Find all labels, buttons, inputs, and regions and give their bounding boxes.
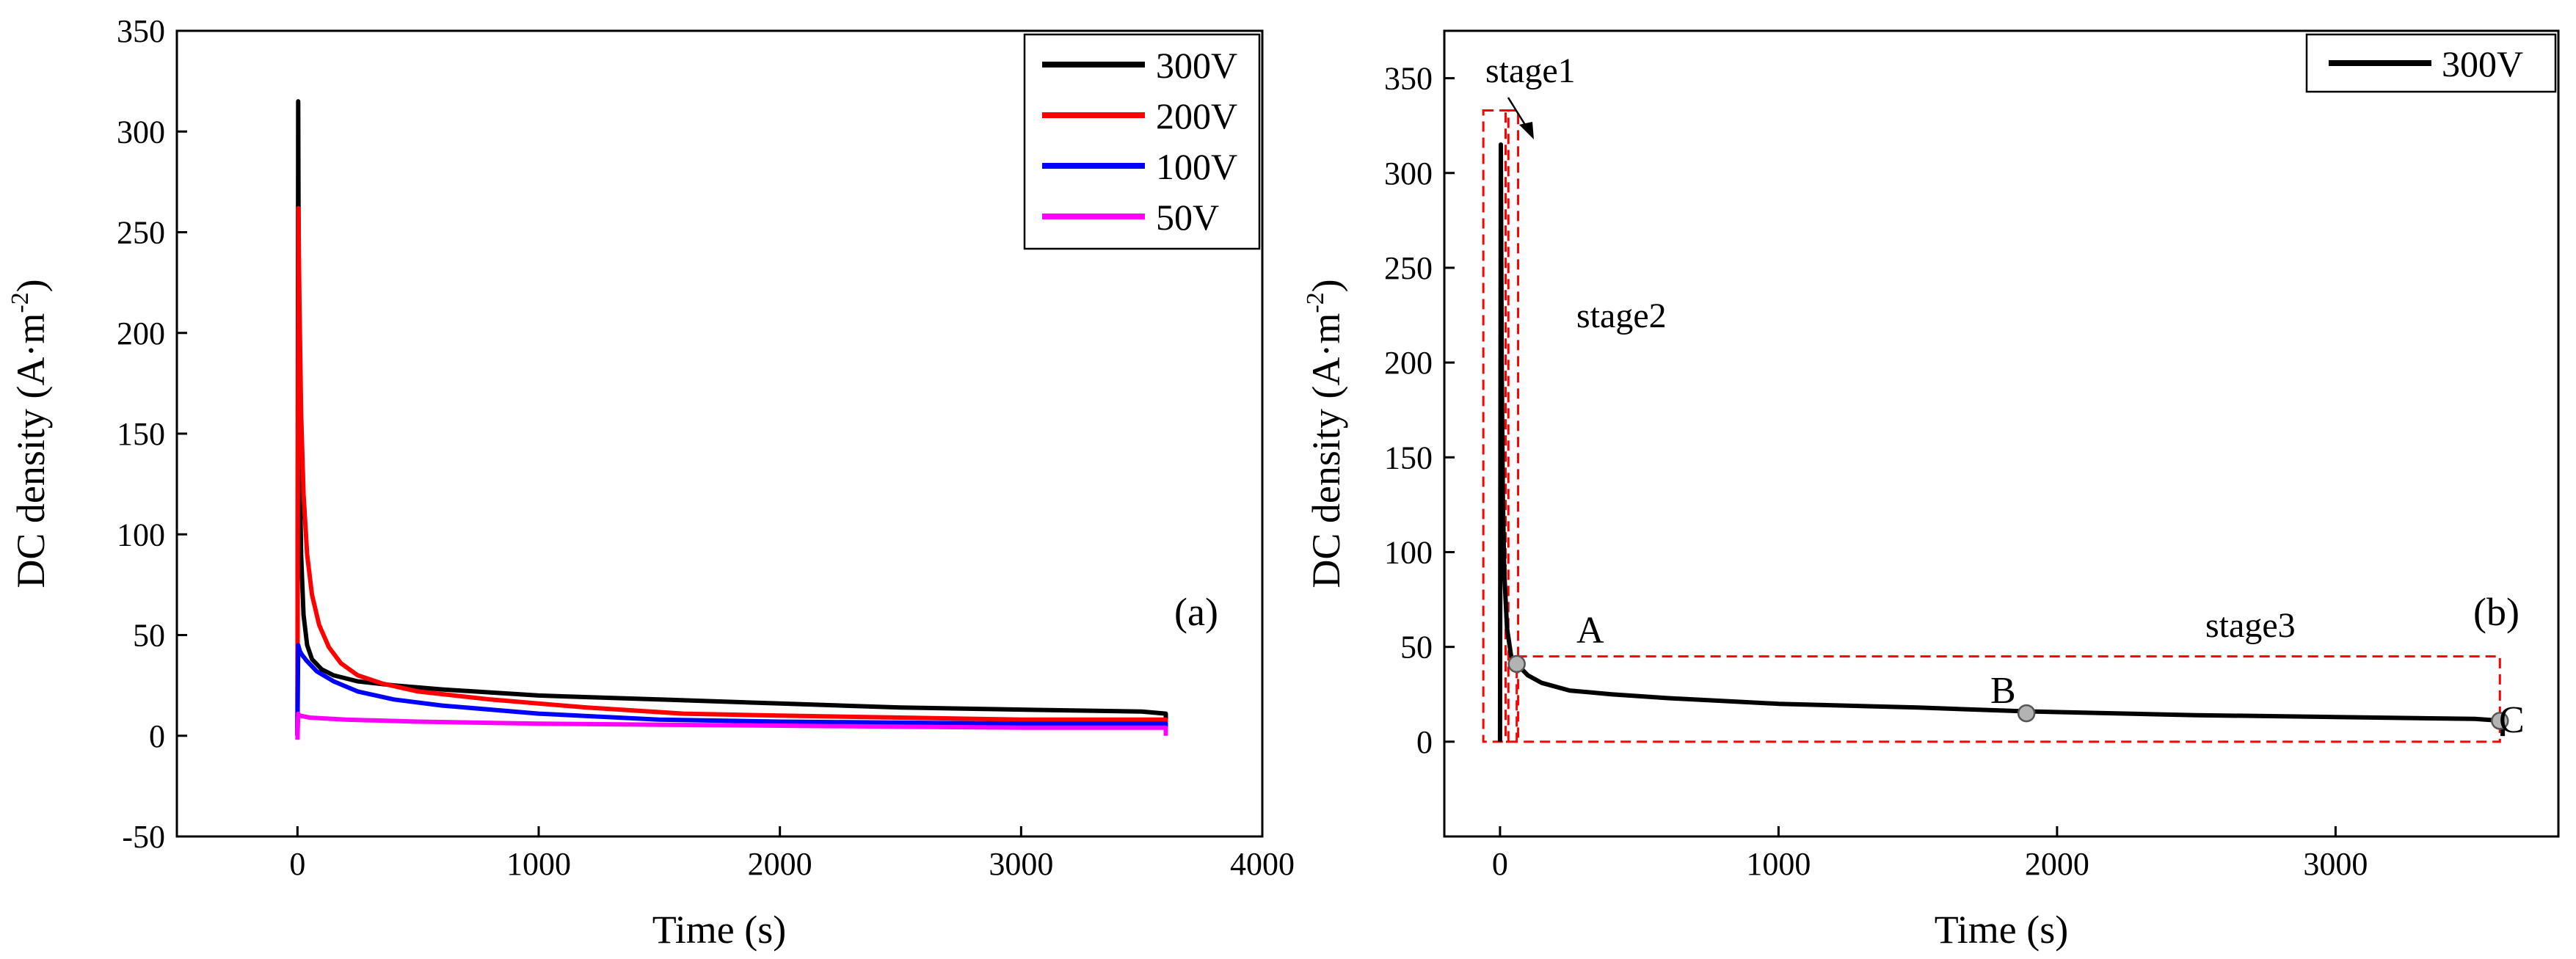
markers-b <box>1507 654 2509 730</box>
y-tick-label-a: 50 <box>133 618 165 654</box>
y-axis-label-b-close: ) <box>1304 279 1348 292</box>
stage2-label: stage2 <box>1576 296 1667 335</box>
stage-box-stage3 <box>1516 655 2501 743</box>
y-axis-label-a: DC density (A·m-2) <box>7 279 53 588</box>
legend-item-200v: 200V <box>1042 95 1237 136</box>
y-tick-label-a: 0 <box>149 718 165 754</box>
y-axis-label-a-close: ) <box>9 279 53 292</box>
stage-box-stage2 <box>1504 109 1520 743</box>
plot-frame-b <box>1443 29 2560 838</box>
legend-label-b-300v: 300V <box>2442 43 2523 84</box>
stage1-label: stage1 <box>1485 51 1576 90</box>
marker-point-a <box>1507 654 1526 674</box>
series-line-100v <box>295 643 1168 736</box>
x-axis-label-a: Time (s) <box>652 908 787 952</box>
stage-boxes-b <box>1482 109 2501 743</box>
y-axis-label-b-sup: -2 <box>1302 292 1329 313</box>
y-axis-label-b-main: DC density (A·m <box>1304 313 1348 588</box>
axis-ticks-b: 0 1000 2000 3000 0 50 100 150 200 250 300 350 <box>1384 61 2368 882</box>
y-tick-label-a: 100 <box>117 517 165 553</box>
legend-label-100v: 100V <box>1156 146 1237 187</box>
y-tick-label-b: 100 <box>1384 534 1433 570</box>
stage1-arrowhead <box>1519 122 1534 139</box>
x-tick-label-a: 4000 <box>1230 846 1295 882</box>
legend-label-50v: 50V <box>1156 197 1219 238</box>
x-tick-label-a: 1000 <box>506 846 571 882</box>
legend-b: 300V <box>2305 33 2557 93</box>
legend-item-50v: 50V <box>1042 197 1219 238</box>
chart-panel-a: 0 1000 2000 3000 4000 -50 0 50 100 150 200 250 300 35… <box>7 13 1295 952</box>
y-axis-label-a-main: DC density (A·m <box>9 313 53 588</box>
x-tick-label-b: 3000 <box>2303 846 2368 882</box>
panel-label-a: (a) <box>1174 590 1218 634</box>
y-tick-label-a: 350 <box>117 13 165 49</box>
y-tick-label-a: 250 <box>117 215 165 251</box>
y-tick-label-b: 50 <box>1400 630 1433 666</box>
legend-item-300v: 300V <box>1042 45 1237 86</box>
y-tick-label-a: 200 <box>117 316 165 351</box>
chart-panel-b: 0 1000 2000 3000 0 50 100 150 200 250 300 350 DC de… <box>1302 29 2560 952</box>
y-tick-label-b: 300 <box>1384 156 1433 192</box>
legend-a: 300V 200V 100V 50V <box>1023 33 1261 250</box>
marker-point-b <box>2017 704 2036 723</box>
stage3-label: stage3 <box>2205 606 2296 645</box>
y-axis-label-a-sup: -2 <box>7 292 34 313</box>
marker-point-c <box>2491 712 2509 730</box>
marker-label-c: C <box>2499 699 2525 741</box>
series-line-50v <box>295 711 1168 740</box>
marker-label-a: A <box>1576 610 1604 652</box>
x-axis-label-b: Time (s) <box>1935 908 2069 952</box>
series-line-200v <box>295 205 1168 736</box>
x-tick-label-b: 1000 <box>1746 846 1811 882</box>
series-lines-a <box>295 99 1168 740</box>
y-tick-label-b: 350 <box>1384 61 1433 97</box>
series-lines-b <box>1497 142 2506 742</box>
legend-label-200v: 200V <box>1156 95 1237 136</box>
panel-label-b: (b) <box>2473 590 2519 634</box>
y-axis-label-b: DC density (A·m-2) <box>1302 279 1348 588</box>
y-tick-label-b: 150 <box>1384 440 1433 475</box>
axis-ticks-a: 0 1000 2000 3000 4000 -50 0 50 100 150 200 250 300 35… <box>117 13 1295 882</box>
stage-box-stage1 <box>1482 109 1510 743</box>
plot-frame-a <box>175 29 1264 838</box>
y-tick-label-b: 250 <box>1384 250 1433 286</box>
series-line-300v <box>295 99 1168 736</box>
series-line-300v <box>1497 142 2506 742</box>
x-tick-label-b: 0 <box>1492 846 1508 882</box>
marker-label-b: B <box>1990 670 2016 712</box>
x-tick-label-a: 0 <box>289 846 305 882</box>
y-tick-label-a: -50 <box>122 819 165 855</box>
legend-item-100v: 100V <box>1042 146 1237 187</box>
y-tick-label-a: 300 <box>117 114 165 150</box>
x-tick-label-a: 3000 <box>989 846 1053 882</box>
legend-label-300v: 300V <box>1156 45 1237 86</box>
y-tick-label-b: 200 <box>1384 345 1433 381</box>
x-tick-label-b: 2000 <box>2025 846 2089 882</box>
y-tick-label-a: 150 <box>117 416 165 452</box>
x-tick-label-a: 2000 <box>748 846 812 882</box>
legend-box-a <box>1023 33 1261 250</box>
y-tick-label-b: 0 <box>1416 724 1433 760</box>
